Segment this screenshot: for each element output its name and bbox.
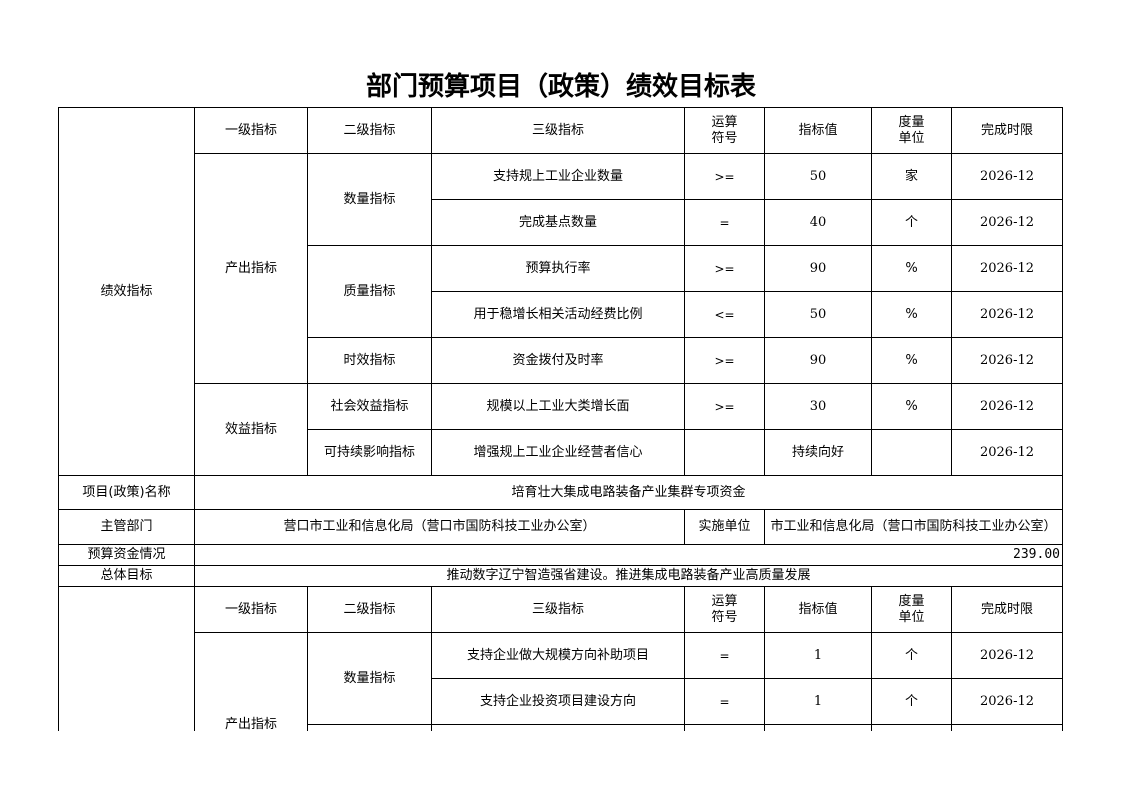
subgroup-timeliness: 时效指标: [307, 337, 432, 384]
impl-label: 实施单位: [684, 509, 765, 545]
group-benefit: 效益指标: [194, 383, 308, 476]
table-row: 质量指标 预算执行率 >= 90 % 2026-12: [59, 245, 1063, 338]
unit: 家: [871, 153, 952, 200]
page-title: 部门预算项目（政策）绩效目标表: [365, 72, 756, 102]
indicator-value: 30: [764, 383, 872, 430]
table-row: 产出指标 数量指标 支持规上工业企业数量 >= 50 家 2026-12: [59, 153, 1063, 384]
header-row: 一级指标 二级指标 三级指标 运算 符号 指标值 度量 单位 完成时限: [58, 586, 1063, 731]
unit: 个: [871, 199, 952, 246]
table-row-clipped: [59, 724, 1063, 731]
section-label-2: [58, 586, 195, 731]
project-name: 培育壮大集成电路装备产业集群专项资金: [194, 475, 1063, 510]
indicator-name: 完成基点数量: [431, 199, 685, 246]
subgroup-quantity: 数量指标: [307, 632, 432, 725]
operator: =: [684, 632, 765, 679]
operator: >=: [684, 153, 765, 200]
header-operator: 运算 符号: [684, 586, 765, 633]
operator: =: [684, 678, 765, 725]
indicator-name: 预算执行率: [431, 245, 685, 292]
deadline: 2026-12: [951, 337, 1063, 384]
header-level2: 二级指标: [307, 586, 432, 633]
unit: %: [871, 291, 952, 338]
header-level1: 一级指标: [194, 107, 308, 154]
operator: <=: [684, 291, 765, 338]
unit: %: [871, 383, 952, 430]
subgroup-quantity: 数量指标: [307, 153, 432, 246]
deadline: 2026-12: [951, 429, 1063, 476]
indicator-name: 支持规上工业企业数量: [431, 153, 685, 200]
unit: 个: [871, 678, 952, 725]
deadline: 2026-12: [951, 153, 1063, 200]
budget-label: 预算资金情况: [58, 544, 195, 566]
budget-value: 239.00: [194, 544, 1063, 566]
header-operator: 运算 符号: [684, 107, 765, 154]
header-level3: 三级指标: [431, 586, 685, 633]
indicator-value: 90: [764, 337, 872, 384]
budget-row: 预算资金情况 239.00: [58, 544, 1063, 566]
header-unit: 度量 单位: [871, 586, 952, 633]
indicator-name: 规模以上工业大类增长面: [431, 383, 685, 430]
indicator-value: 50: [764, 291, 872, 338]
dept-label: 主管部门: [58, 509, 195, 545]
deadline: 2026-12: [951, 199, 1063, 246]
header-row: 绩效指标 一级指标 二级指标 三级指标 运算 符号 指标值 度量 单位 完成时限: [58, 107, 1063, 476]
header-unit: 度量 单位: [871, 107, 952, 154]
header-level3: 三级指标: [431, 107, 685, 154]
table-row: 完成基点数量 = 40 个 2026-12: [59, 199, 1063, 246]
group-output: 产出指标: [194, 153, 308, 384]
section-label: 绩效指标: [58, 107, 195, 476]
header-deadline: 完成时限: [951, 107, 1063, 154]
table-row: 产出指标 数量指标 支持企业做大规模方向补助项目 = 1 个 2026-12: [59, 632, 1063, 731]
indicator-name: 支持企业投资项目建设方向: [431, 678, 685, 725]
dept-value: 营口市工业和信息化局（营口市国防科技工业办公室）: [194, 509, 685, 545]
header-deadline: 完成时限: [951, 586, 1063, 633]
impl-value: 市工业和信息化局（营口市国防科技工业办公室）: [764, 509, 1063, 545]
table-row: 效益指标 社会效益指标 规模以上工业大类增长面 >= 30 % 2026-12: [59, 383, 1063, 476]
indicator-name: 增强规上工业企业经营者信心: [431, 429, 685, 476]
group-output: 产出指标: [194, 632, 308, 731]
department-row: 主管部门 营口市工业和信息化局（营口市国防科技工业办公室） 实施单位 市工业和信…: [58, 509, 1063, 545]
operator: >=: [684, 245, 765, 292]
indicator-value: 1: [764, 678, 872, 725]
project-name-label: 项目(政策)名称: [58, 475, 195, 510]
unit: %: [871, 337, 952, 384]
indicator-value: 50: [764, 153, 872, 200]
deadline: 2026-12: [951, 678, 1063, 725]
header-level2: 二级指标: [307, 107, 432, 154]
indicator-value: 1: [764, 632, 872, 679]
unit: 个: [871, 632, 952, 679]
indicator-value: 90: [764, 245, 872, 292]
indicator-name: 资金拨付及时率: [431, 337, 685, 384]
operator: [684, 429, 765, 476]
header-value: 指标值: [764, 107, 872, 154]
goal-row: 总体目标 推动数字辽宁智造强省建设。推进集成电路装备产业高质量发展: [58, 565, 1063, 587]
deadline: 2026-12: [951, 632, 1063, 679]
performance-table: 绩效指标 一级指标 二级指标 三级指标 运算 符号 指标值 度量 单位 完成时限…: [58, 107, 1064, 731]
goal-label: 总体目标: [58, 565, 195, 587]
subgroup-quality: 质量指标: [307, 245, 432, 338]
table-row: 可持续影响指标 增强规上工业企业经营者信心 持续向好 2026-12: [59, 429, 1063, 476]
indicator-value: 持续向好: [764, 429, 872, 476]
indicator-value: 40: [764, 199, 872, 246]
subgroup-sustainable: 可持续影响指标: [307, 429, 432, 476]
indicator-name: 支持企业做大规模方向补助项目: [431, 632, 685, 679]
deadline: 2026-12: [951, 383, 1063, 430]
header-level1: 一级指标: [194, 586, 308, 633]
header-value: 指标值: [764, 586, 872, 633]
operator: >=: [684, 337, 765, 384]
project-name-row: 项目(政策)名称 培育壮大集成电路装备产业集群专项资金: [58, 475, 1063, 510]
subgroup-social: 社会效益指标: [307, 383, 432, 430]
unit: [871, 429, 952, 476]
deadline: 2026-12: [951, 245, 1063, 292]
operator: >=: [684, 383, 765, 430]
goal-value: 推动数字辽宁智造强省建设。推进集成电路装备产业高质量发展: [194, 565, 1063, 587]
deadline: 2026-12: [951, 291, 1063, 338]
indicator-name: 用于稳增长相关活动经费比例: [431, 291, 685, 338]
table-row: 支持企业投资项目建设方向 = 1 个 2026-12: [59, 678, 1063, 725]
unit: %: [871, 245, 952, 292]
operator: =: [684, 199, 765, 246]
